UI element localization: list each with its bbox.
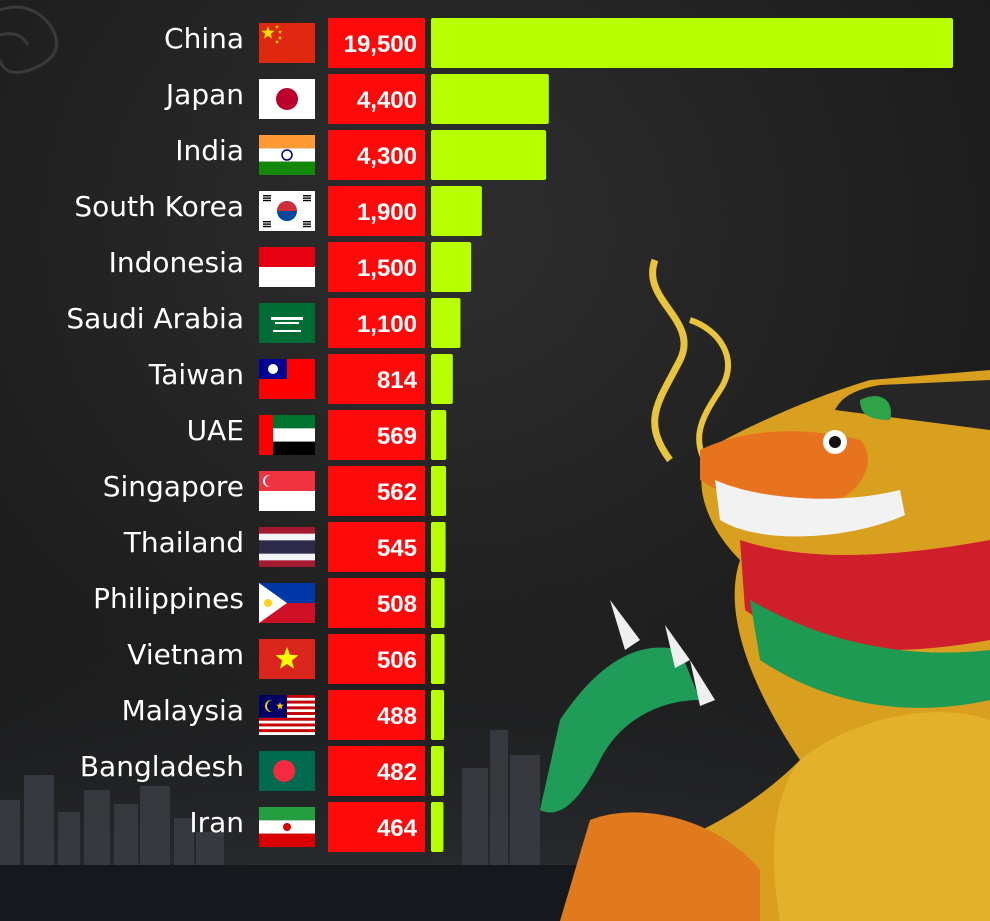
bar: [431, 242, 472, 292]
value-label: 464: [377, 815, 418, 842]
bar: [431, 18, 953, 68]
bar: [431, 186, 482, 236]
value-box: [328, 802, 425, 852]
bar: [431, 634, 445, 684]
indonesia-flag: [259, 247, 315, 287]
country-label: Singapore: [103, 470, 244, 503]
bar-row-7: UAE 569: [187, 410, 447, 460]
thailand-flag: [259, 527, 315, 567]
country-label: Japan: [164, 78, 244, 111]
value-label: 506: [377, 647, 417, 674]
uae-flag: [259, 415, 315, 455]
bar-row-0: China 19,500: [164, 18, 953, 68]
value-label: 545: [377, 535, 417, 562]
value-box: [328, 466, 425, 516]
bar: [431, 74, 549, 124]
country-label: South Korea: [74, 190, 244, 223]
country-label: UAE: [187, 414, 244, 447]
bar: [431, 802, 444, 852]
value-label: 488: [377, 703, 417, 730]
value-label: 4,300: [357, 143, 417, 170]
value-box: [328, 186, 425, 236]
japan-flag: [259, 79, 315, 119]
country-label: China: [164, 22, 244, 55]
value-box: [328, 242, 425, 292]
value-box: [328, 410, 425, 460]
bar-row-5: Saudi Arabia 1,100: [66, 298, 461, 348]
country-label: Iran: [189, 806, 244, 839]
value-label: 508: [377, 591, 417, 618]
bar-row-4: Indonesia 1,500: [109, 242, 472, 292]
bar: [431, 298, 461, 348]
city-skyline: [0, 730, 540, 870]
value-label: 562: [377, 479, 417, 506]
country-label: Philippines: [93, 582, 244, 615]
iran-flag: [259, 807, 315, 847]
value-box: [328, 522, 425, 572]
bar: [431, 130, 547, 180]
value-label: 1,900: [357, 199, 417, 226]
singapore-flag: [259, 471, 315, 511]
value-box: [328, 578, 425, 628]
value-box: [328, 130, 425, 180]
bar-row-11: Vietnam 506: [127, 634, 445, 684]
country-label: Saudi Arabia: [66, 302, 244, 335]
country-label: Indonesia: [109, 246, 244, 279]
bar-row-1: Japan 4,400: [164, 74, 549, 124]
bar-row-2: India 4,300: [175, 130, 547, 180]
value-box: [328, 746, 425, 796]
bar-row-3: South Korea 1,900: [74, 186, 482, 236]
value-box: [328, 354, 425, 404]
corner-ornament: [0, 5, 59, 74]
bar-row-13: Bangladesh 482: [80, 746, 444, 796]
value-label: 19,500: [344, 31, 417, 58]
philippines-flag: [259, 583, 315, 623]
value-box: [328, 634, 425, 684]
bar: [431, 410, 447, 460]
saudi-arabia-flag: [259, 303, 315, 343]
bar: [431, 746, 444, 796]
value-box: [328, 298, 425, 348]
country-label: Thailand: [123, 526, 244, 559]
bar: [431, 578, 445, 628]
bar-row-14: Iran 464: [189, 802, 444, 852]
country-label: Vietnam: [127, 638, 244, 671]
value-label: 814: [377, 367, 418, 394]
malaysia-flag: [259, 695, 315, 735]
bar: [431, 354, 453, 404]
value-box: [328, 690, 425, 740]
value-label: 482: [377, 759, 417, 786]
country-label: Taiwan: [148, 358, 244, 391]
value-label: 1,500: [357, 255, 417, 282]
bar-row-10: Philippines 508: [93, 578, 445, 628]
vietnam-flag: [259, 639, 315, 679]
value-label: 569: [377, 423, 417, 450]
bar: [431, 690, 445, 740]
country-label: India: [175, 134, 244, 167]
south-korea-flag: [259, 191, 315, 231]
dragon-statue: [540, 258, 990, 921]
bar-row-8: Singapore 562: [103, 466, 447, 516]
value-box: [328, 18, 425, 68]
bar: [431, 522, 446, 572]
country-label: Malaysia: [122, 694, 244, 727]
bar-row-12: Malaysia 488: [122, 690, 445, 740]
india-flag: [259, 135, 315, 175]
china-flag: [259, 23, 315, 63]
bar: [431, 466, 447, 516]
value-label: 1,100: [357, 311, 417, 338]
bar-row-6: Taiwan 814: [148, 354, 453, 404]
bangladesh-flag: [259, 751, 315, 791]
value-box: [328, 74, 425, 124]
value-label: 4,400: [357, 87, 417, 114]
taiwan-flag: [259, 359, 315, 399]
country-label: Bangladesh: [80, 750, 244, 783]
bar-row-9: Thailand 545: [123, 522, 446, 572]
